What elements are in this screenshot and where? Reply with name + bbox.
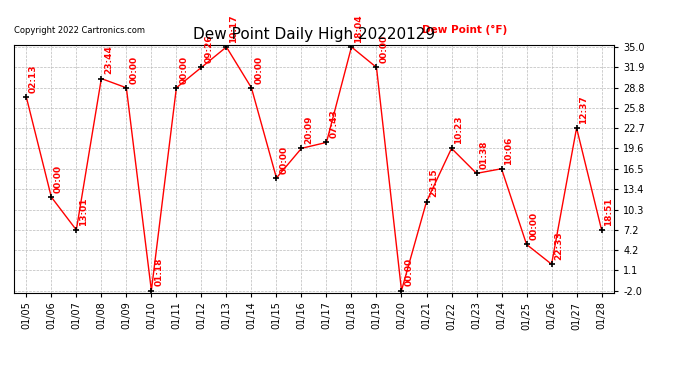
Point <box>346 44 357 50</box>
Point <box>521 242 532 248</box>
Point <box>196 64 207 70</box>
Point <box>271 175 282 181</box>
Point <box>496 166 507 172</box>
Text: 13:01: 13:01 <box>79 197 88 226</box>
Text: 23:15: 23:15 <box>429 169 438 198</box>
Text: 18:04: 18:04 <box>354 14 363 43</box>
Title: Dew Point Daily High 20220129: Dew Point Daily High 20220129 <box>193 27 435 42</box>
Point <box>146 288 157 294</box>
Text: 00:00: 00:00 <box>529 212 538 240</box>
Point <box>596 227 607 233</box>
Point <box>421 199 432 205</box>
Point <box>321 140 332 146</box>
Text: Copyright 2022 Cartronics.com: Copyright 2022 Cartronics.com <box>14 26 145 35</box>
Text: 10:06: 10:06 <box>504 136 513 165</box>
Point <box>471 170 482 176</box>
Point <box>396 288 407 294</box>
Point <box>446 146 457 152</box>
Point <box>221 44 232 50</box>
Point <box>546 261 557 267</box>
Text: 00:00: 00:00 <box>279 146 288 174</box>
Point <box>121 85 132 91</box>
Point <box>96 76 107 82</box>
Text: 00:00: 00:00 <box>179 56 188 84</box>
Text: 07:43: 07:43 <box>329 110 338 138</box>
Text: 00:00: 00:00 <box>129 56 138 84</box>
Text: 10:17: 10:17 <box>229 14 238 43</box>
Text: 23:44: 23:44 <box>104 45 113 74</box>
Point <box>171 85 182 91</box>
Text: 20:09: 20:09 <box>304 116 313 144</box>
Point <box>71 227 82 233</box>
Text: 00:00: 00:00 <box>380 35 388 63</box>
Text: Dew Point (°F): Dew Point (°F) <box>422 25 507 35</box>
Text: 02:13: 02:13 <box>29 64 38 93</box>
Point <box>21 94 32 100</box>
Text: 00:00: 00:00 <box>54 165 63 193</box>
Point <box>46 194 57 200</box>
Text: 01:18: 01:18 <box>154 258 163 286</box>
Point <box>296 146 307 152</box>
Text: 01:38: 01:38 <box>480 141 489 169</box>
Text: 18:51: 18:51 <box>604 197 613 226</box>
Text: 22:33: 22:33 <box>554 231 563 260</box>
Text: 09:26: 09:26 <box>204 34 213 63</box>
Point <box>571 125 582 131</box>
Text: 10:23: 10:23 <box>454 116 463 144</box>
Text: 12:37: 12:37 <box>580 95 589 124</box>
Point <box>371 64 382 70</box>
Point <box>246 85 257 91</box>
Text: 00:00: 00:00 <box>254 56 263 84</box>
Text: 00:00: 00:00 <box>404 258 413 286</box>
